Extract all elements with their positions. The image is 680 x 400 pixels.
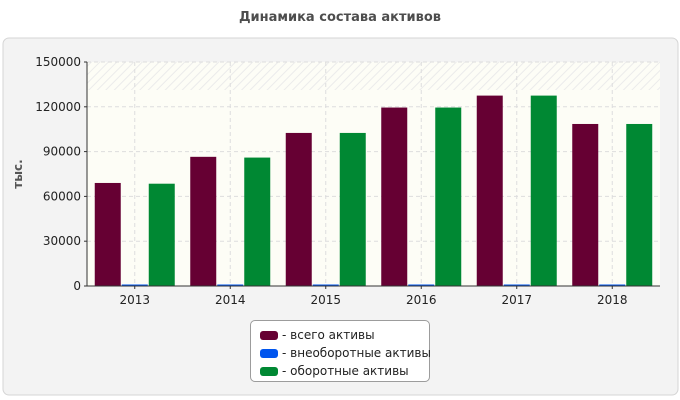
y-tick-label: 150000 — [35, 55, 81, 69]
plot-area — [87, 62, 660, 286]
bar — [599, 284, 626, 286]
legend-swatch — [260, 330, 278, 340]
y-tick-label: 0 — [73, 279, 81, 293]
legend-label: - внеоборотные активы — [282, 346, 431, 360]
bar — [408, 284, 435, 286]
legend-item: - оборотные активы — [260, 362, 429, 380]
bar — [244, 157, 271, 286]
bar — [312, 284, 339, 286]
plot-area-hatch — [87, 62, 660, 90]
bar — [381, 107, 408, 287]
legend-label: - всего активы — [282, 328, 375, 342]
chart-title: Динамика состава активов — [238, 10, 442, 25]
legend-label: - оборотные активы — [282, 364, 409, 378]
legend-item: - внеоборотные активы — [260, 344, 431, 362]
bar — [435, 107, 462, 287]
x-tick-label: 2013 — [119, 293, 150, 307]
bar — [339, 132, 366, 286]
x-tick-label: 2018 — [597, 293, 628, 307]
bar — [626, 123, 653, 287]
x-tick-label: 2017 — [501, 293, 532, 307]
bar — [503, 284, 530, 286]
legend: - всего активы - внеоборотные активы - о… — [250, 320, 431, 382]
y-tick-label: 120000 — [35, 100, 81, 114]
y-tick-label: 60000 — [43, 189, 81, 203]
x-tick-label: 2016 — [406, 293, 437, 307]
bar — [121, 284, 148, 286]
bar — [476, 95, 503, 286]
bar — [530, 95, 557, 286]
y-axis-label: тыс. — [11, 159, 25, 188]
bar — [285, 132, 312, 286]
legend-item: - всего активы — [260, 326, 429, 344]
legend-swatch — [260, 348, 278, 358]
bar — [217, 284, 244, 286]
y-tick-label: 90000 — [43, 145, 81, 159]
bar — [148, 183, 175, 286]
bar — [94, 182, 121, 286]
bar — [572, 123, 599, 287]
legend-swatch — [260, 366, 278, 376]
bar — [190, 156, 217, 286]
x-tick-label: 2015 — [310, 293, 341, 307]
x-tick-label: 2014 — [215, 293, 246, 307]
y-tick-label: 30000 — [43, 234, 81, 248]
